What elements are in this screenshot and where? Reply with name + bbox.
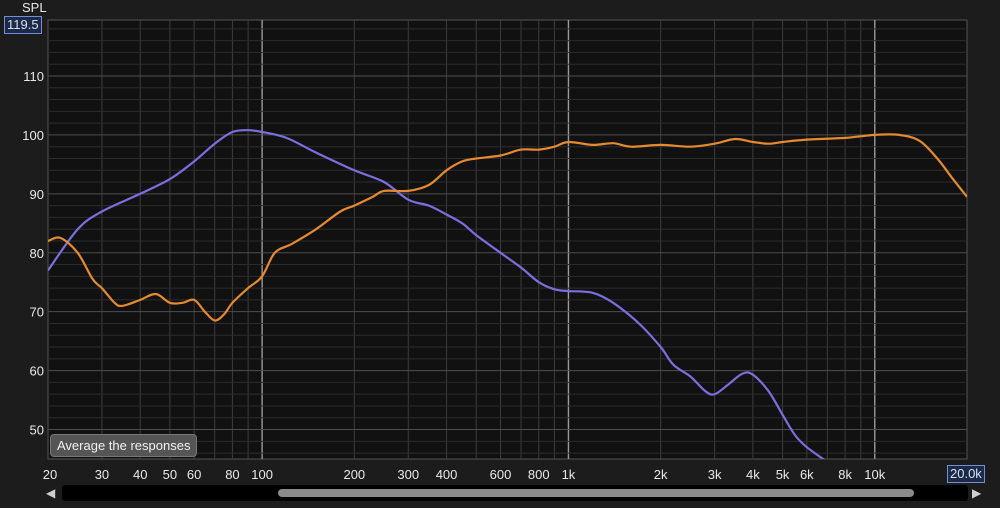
y-tick-label: 70	[30, 305, 44, 320]
plot-area	[47, 19, 968, 460]
x-tick-label: 80	[225, 467, 239, 482]
x-tick-label: 30	[95, 467, 109, 482]
y-tick-label: 100	[22, 128, 44, 143]
y-tick-label: 50	[30, 423, 44, 438]
average-responses-button[interactable]: Average the responses	[50, 434, 198, 457]
y-tick-label: 90	[30, 187, 44, 202]
x-tick-label: 20	[43, 467, 57, 482]
horizontal-scrollbar[interactable]	[62, 485, 968, 501]
x-tick-label: 200	[343, 467, 365, 482]
grid-lines	[48, 20, 967, 459]
y-axis-label: SPL	[22, 0, 47, 15]
x-tick-label: 40	[133, 467, 147, 482]
scroll-left-arrow-icon[interactable]: ◀	[46, 486, 56, 500]
scroll-thumb[interactable]	[278, 489, 914, 497]
y-max-input[interactable]: 119.5	[4, 16, 42, 34]
x-tick-label: 50	[163, 467, 177, 482]
x-tick-label: 4k	[746, 467, 760, 482]
series-lines	[48, 129, 967, 459]
x-tick-label: 800	[528, 467, 550, 482]
x-axis-ticks: 20 30 40 50 60 80 100 200 300 400 600 800 1k 2k 3k 4k 5k…	[43, 467, 886, 482]
scroll-right-arrow-icon[interactable]: ▶	[972, 486, 982, 500]
x-tick-label: 3k	[708, 467, 722, 482]
x-max-input[interactable]: 20.0k	[947, 465, 985, 483]
x-tick-label: 6k	[800, 467, 814, 482]
y-tick-label: 110	[23, 69, 44, 84]
x-tick-label: 1k	[562, 467, 576, 482]
x-tick-label: 8k	[838, 467, 852, 482]
x-tick-label: 100	[251, 467, 273, 482]
x-tick-label: 60	[187, 467, 201, 482]
series-line-orange	[48, 133, 967, 322]
x-tick-label: 10k	[864, 467, 885, 482]
y-tick-label: 60	[30, 364, 44, 379]
x-tick-label: 300	[397, 467, 419, 482]
series-line-purple	[48, 129, 826, 459]
y-tick-label: 80	[30, 246, 44, 261]
x-tick-label: 600	[490, 467, 512, 482]
y-axis-ticks: 50 60 70 80 90 100 110	[22, 69, 44, 438]
x-tick-label: 5k	[776, 467, 790, 482]
x-tick-label: 400	[436, 467, 458, 482]
x-tick-label: 2k	[654, 467, 668, 482]
